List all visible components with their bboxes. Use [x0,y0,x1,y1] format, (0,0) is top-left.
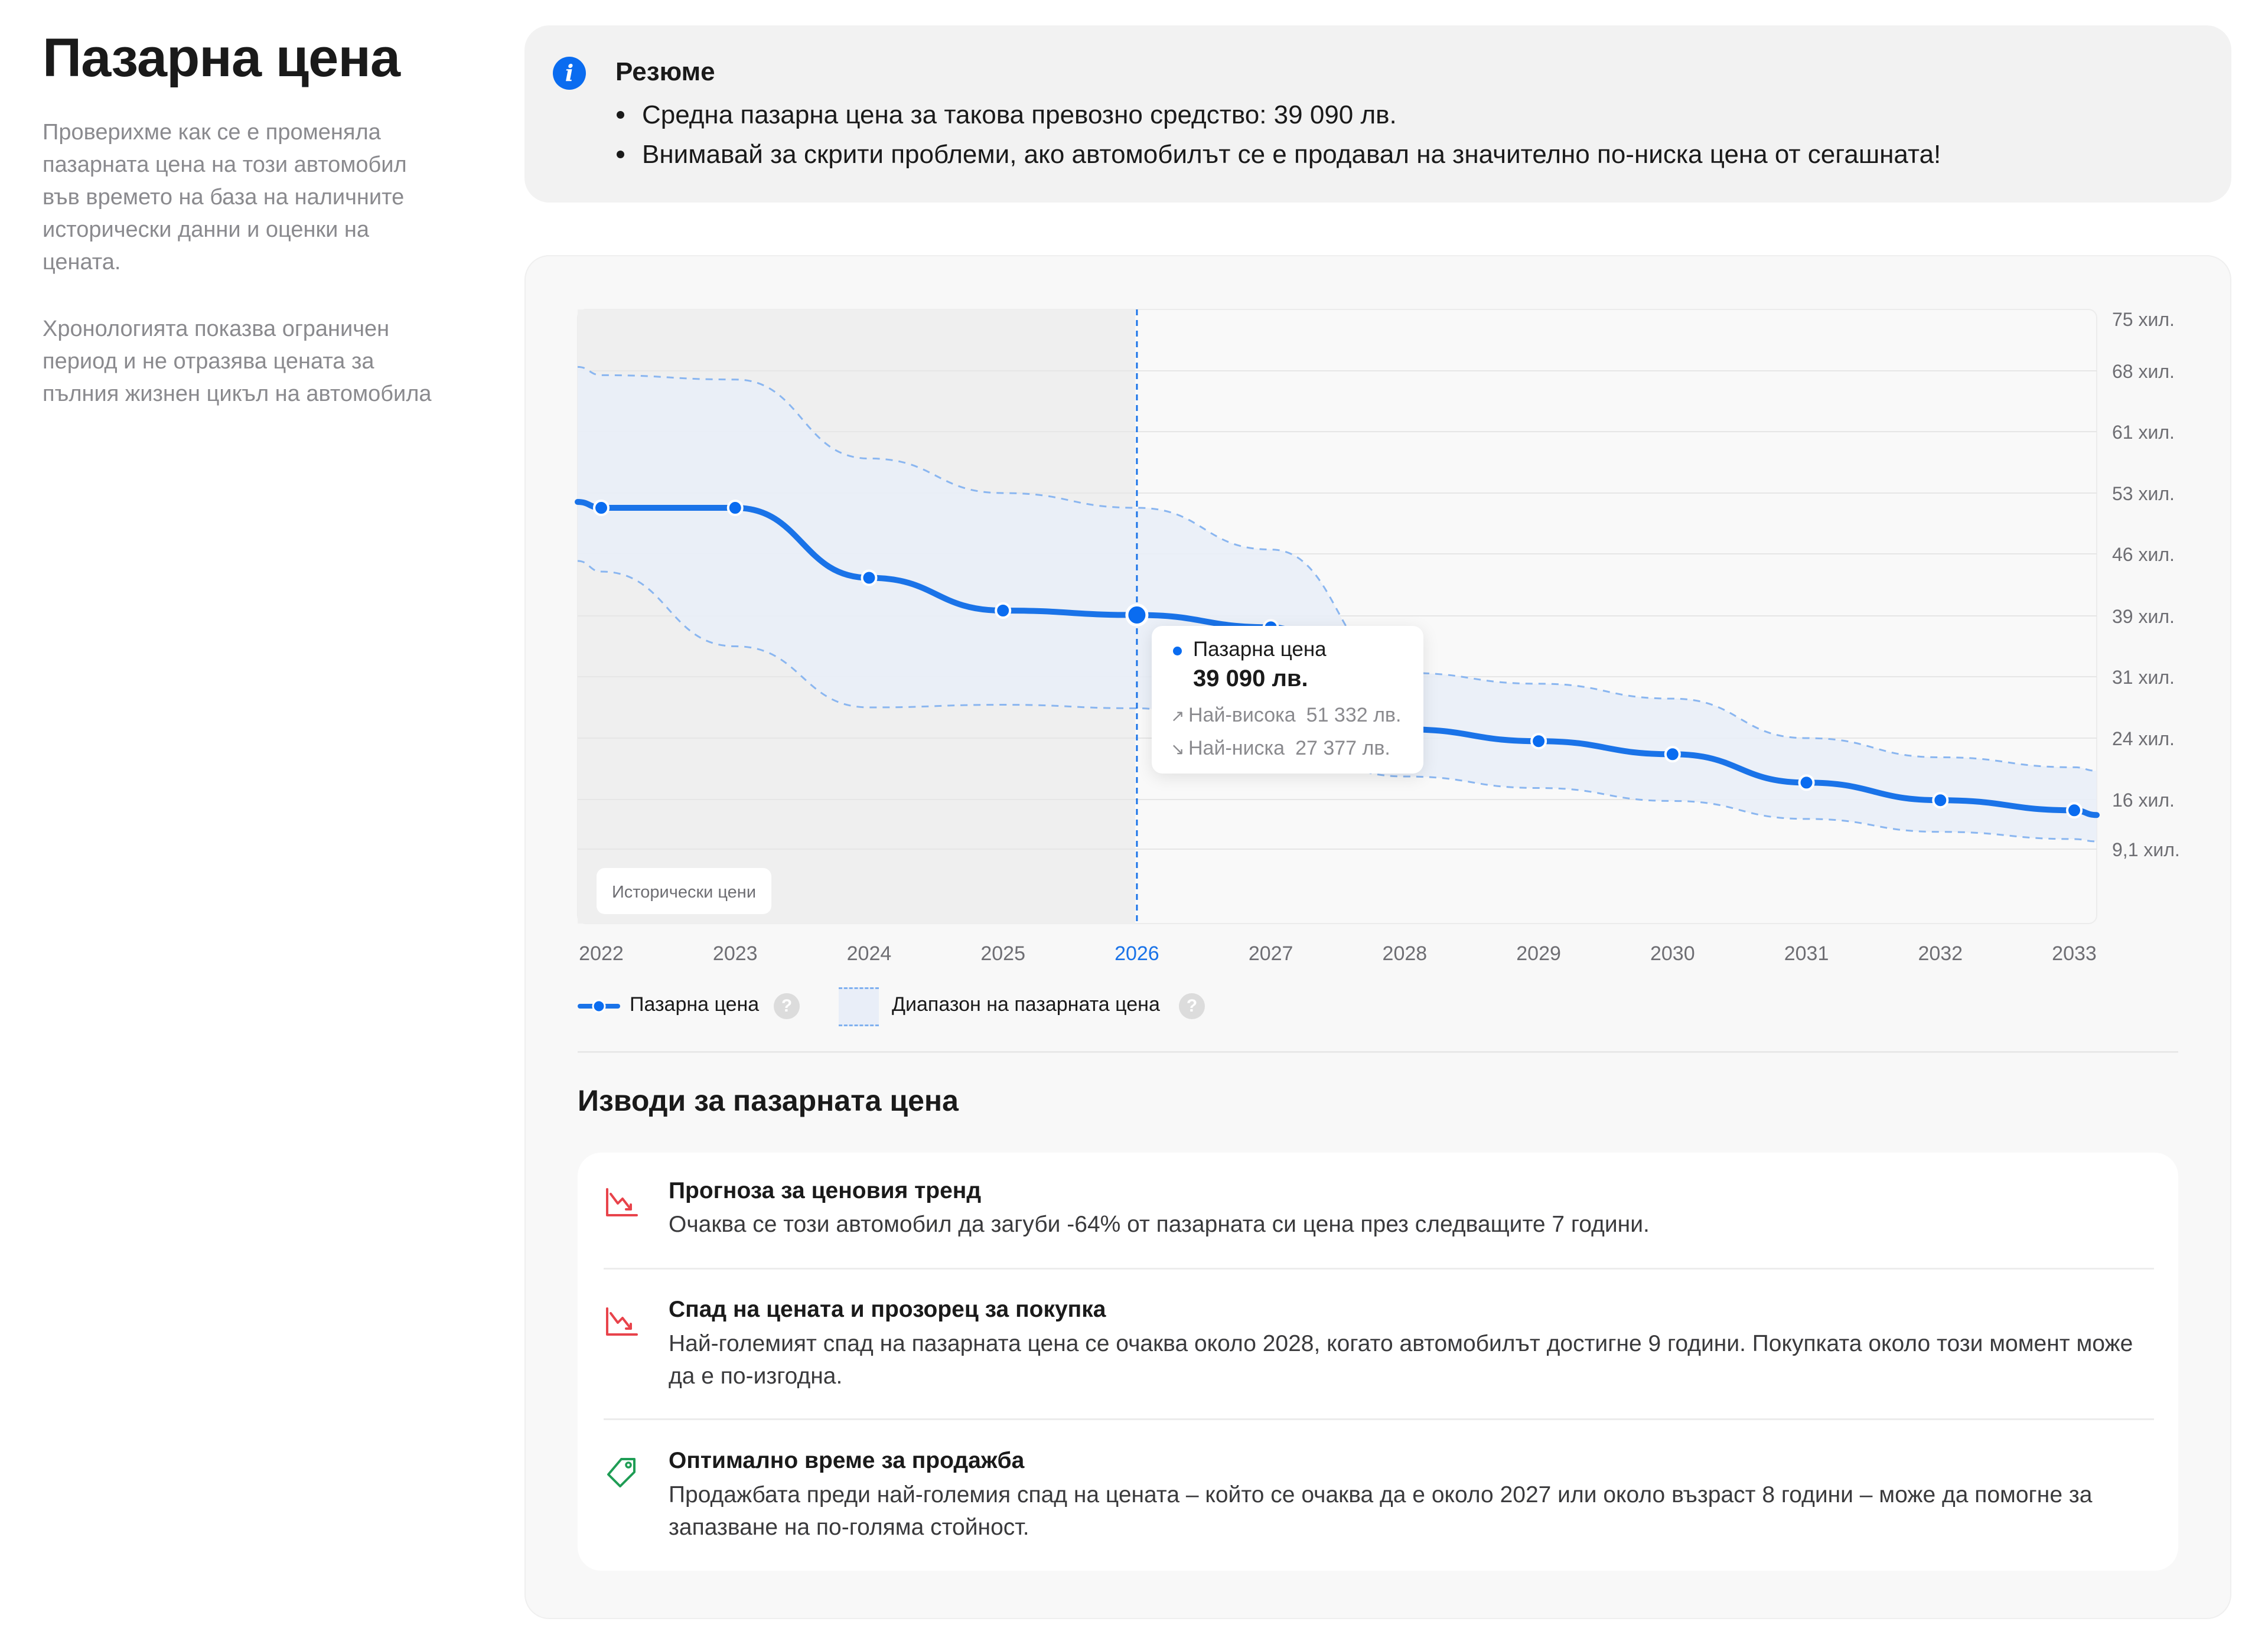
price-chart[interactable]: 75 хил. 68 хил. 61 хил. 53 хил. 46 хил. 39 хи… [567,295,2221,980]
historical-prices-badge [597,868,771,914]
legend-price-label: Пазарна цена [630,993,760,1016]
x-tick-label: 2033 [2052,942,2097,965]
y-tick-label: 46 хил. [2112,544,2175,565]
insight-text: Най-големият спад на пазарната цена се о… [669,1331,2133,1389]
page-title: Пазарна цена [43,28,400,88]
price-tooltip [1152,626,1423,774]
tooltip-label: Пазарна цена [1193,638,1327,661]
x-tick-label: 2029 [1516,942,1561,965]
price-point[interactable] [1798,774,1815,791]
arrow-up-right-icon: ↗ [1171,706,1185,726]
price-range-upper-line [577,366,2097,772]
insight-title: Прогноза за ценовия тренд [669,1178,982,1203]
price-point[interactable] [861,569,878,586]
price-range-lower-line [577,560,2097,843]
help-icon[interactable]: ? [774,993,800,1019]
summary-bullet-text: Внимавай за скрити проблеми, ако автомоб… [642,140,1941,169]
legend-range-label: Диапазон на пазарната цена [892,993,1160,1016]
y-tick-label: 39 хил. [2112,606,2175,627]
summary-title: Резюме [615,57,715,86]
legend-range-icon [839,987,879,1026]
timeline-note: Хронологията показва ограничен период и … [43,317,432,406]
help-icon[interactable]: ? [1179,993,1205,1019]
price-point[interactable] [995,602,1012,619]
historical-prices-label: Исторически цени [612,883,756,902]
divider [578,1051,2178,1053]
insight-text: Продажбата преди най-големия спад на цен… [669,1482,2093,1540]
summary-bullet: Средна пазарна цена за такова превозно с… [615,100,1397,130]
x-tick-label: 2027 [1249,942,1293,965]
insight-title: Спад на цената и прозорец за покупка [669,1297,1106,1322]
x-tick-label: 2025 [980,942,1025,965]
info-icon: i [553,57,586,90]
price-point[interactable] [726,500,744,517]
y-tick-label: 61 хил. [2112,422,2175,443]
insight-title: Оптимално време за продажба [669,1448,1025,1473]
x-tick-label: 2032 [1918,942,1963,965]
insights-title: Изводи за пазарната цена [578,1084,959,1117]
price-point[interactable] [1932,792,1949,809]
x-tick-label: 2028 [1383,942,1428,965]
y-tick-label: 9,1 хил. [2112,839,2180,860]
x-tick-label: 2031 [1784,942,1829,965]
y-tick-label: 24 хил. [2112,728,2175,749]
x-tick-label: 2022 [579,942,624,965]
insight-text: Очаква се този автомобил да загуби -64% … [669,1212,1650,1237]
tooltip-high-value: 51 332 лв. [1306,704,1402,726]
legend-price-line-icon [578,999,620,1013]
x-tick-label: 2026 [1115,942,1159,965]
page-description: Проверихме как се е променяла пазарната … [43,120,407,275]
tooltip-series-dot [1173,647,1182,655]
y-tick-label: 75 хил. [2112,309,2175,330]
x-tick-label: 2024 [847,942,892,965]
tooltip-low-label: Най-ниска [1188,737,1285,759]
trend-down-icon [606,1307,638,1336]
price-point[interactable] [1125,603,1149,627]
x-tick-label: 2030 [1650,942,1695,965]
price-range-band [578,367,2097,841]
y-tick-label: 31 хил. [2112,667,2175,688]
tooltip-high-row: ↗ Най-висока 51 332 лв. [1171,704,1401,727]
price-point[interactable] [2066,802,2083,819]
arrow-down-right-icon: ↘ [1171,739,1185,759]
summary-box [524,25,2231,203]
summary-bullet-text: Средна пазарна цена за такова превозно с… [642,100,1397,129]
divider [604,1418,2154,1420]
y-tick-label: 53 хил. [2112,483,2175,504]
divider [604,1268,2154,1270]
trend-down-icon [606,1188,638,1216]
insights-panel [578,1153,2178,1571]
x-tick-label: 2023 [713,942,758,965]
y-tick-label: 68 хил. [2112,361,2175,382]
tooltip-low-value: 27 377 лв. [1295,737,1390,759]
price-point[interactable] [1664,746,1681,763]
price-point[interactable] [593,500,610,517]
summary-bullet: Внимавай за скрити проблеми, ако автомоб… [615,140,1941,169]
tooltip-low-row: ↘ Най-ниска 27 377 лв. [1171,737,1390,760]
y-tick-label: 16 хил. [2112,789,2175,811]
tooltip-value: 39 090 лв. [1193,665,1308,691]
tooltip-high-label: Най-висока [1188,704,1296,726]
price-point[interactable] [1530,733,1547,750]
price-tag-icon [607,1458,636,1487]
